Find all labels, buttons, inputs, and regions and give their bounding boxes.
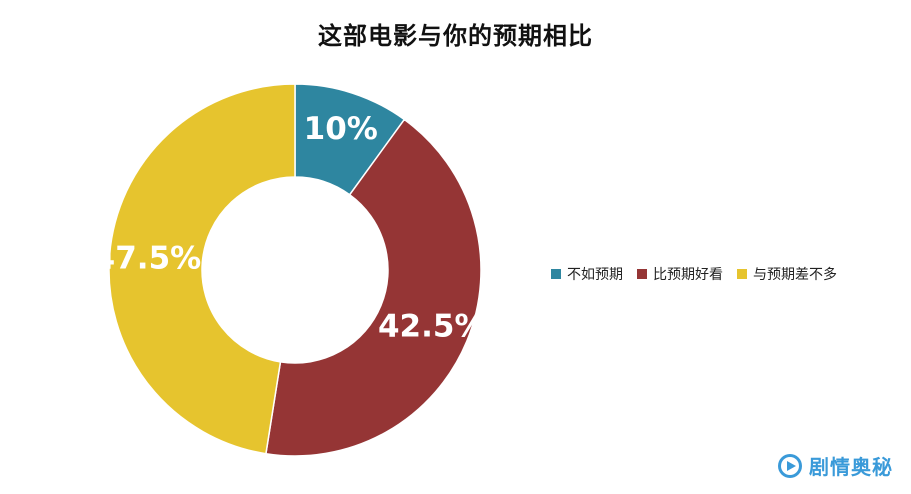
legend-label-1: 比预期好看 <box>653 267 723 283</box>
data-label-0: 10% <box>304 111 378 147</box>
legend-label-0: 不如预期 <box>567 267 623 283</box>
legend-item-1: 比预期好看 <box>637 264 723 284</box>
legend-item-2: 与预期差不多 <box>737 264 837 284</box>
donut-slice-2 <box>108 83 296 455</box>
watermark-text: 剧情奥秘 <box>809 455 893 479</box>
legend-item-0: 不如预期 <box>551 264 623 284</box>
chart-title: 这部电影与你的预期相比 <box>318 22 593 50</box>
legend-swatch-2 <box>737 269 747 279</box>
legend-label-2: 与预期差不多 <box>753 267 837 283</box>
legend-swatch-0 <box>551 269 561 279</box>
chart-legend: 不如预期 比预期好看 与预期差不多 <box>551 264 851 284</box>
donut-slice-1 <box>265 118 482 457</box>
watermark: 剧情奥秘 <box>777 451 893 480</box>
legend-swatch-1 <box>637 269 647 279</box>
play-logo-icon <box>778 453 802 478</box>
data-label-1: 42.5% <box>378 309 486 345</box>
data-label-2: 47.5% <box>94 240 202 276</box>
